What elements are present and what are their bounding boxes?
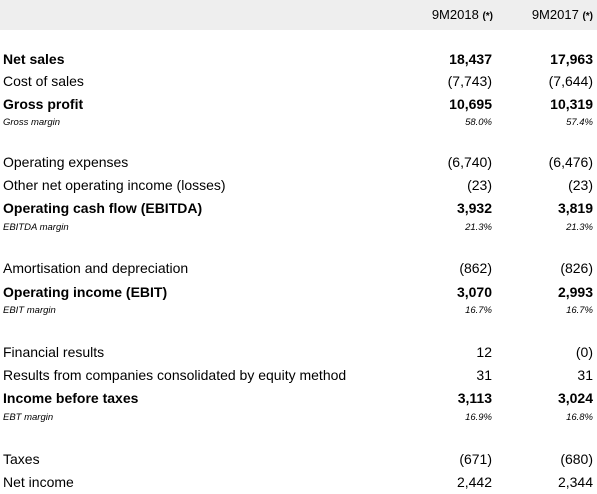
value-9m2017: 57.4%	[566, 117, 593, 128]
column-header-label: 9M2017	[531, 7, 579, 22]
row-label: Net income	[3, 474, 74, 490]
value-9m2018: 10,695	[449, 96, 492, 112]
value-9m2017: (0)	[575, 344, 593, 360]
value-9m2017: 21.3%	[566, 222, 593, 233]
row-taxes: Taxes (671) (680)	[0, 449, 597, 471]
row-ebitda-margin: EBITDA margin 21.3% 21.3%	[0, 221, 597, 237]
row-net-income: Net income 2,442 2,344	[0, 472, 597, 494]
value-9m2017: (7,644)	[548, 73, 593, 89]
row-label: Financial results	[3, 344, 105, 360]
row-label: Taxes	[3, 451, 40, 467]
row-ebt-margin: EBT margin 16.9% 16.8%	[0, 411, 597, 427]
value-9m2017: 10,319	[550, 96, 593, 112]
row-label: Operating expenses	[3, 154, 129, 170]
row-label: Gross profit	[3, 96, 84, 112]
row-net-sales: Net sales 18,437 17,963	[0, 49, 597, 71]
row-label: Operating cash flow (EBITDA)	[3, 200, 203, 216]
column-header-label: 9M2018	[431, 7, 479, 22]
value-9m2018: 3,113	[457, 390, 492, 406]
value-9m2018: 21.3%	[465, 222, 492, 233]
value-9m2017: 2,993	[557, 284, 593, 300]
table-header: 9M2018 (*) 9M2017 (*)	[0, 0, 597, 30]
row-label: EBITDA margin	[3, 222, 69, 233]
value-9m2018: 12	[476, 344, 492, 360]
value-9m2017: 31	[577, 367, 593, 383]
value-9m2017: 16.8%	[566, 412, 593, 423]
value-9m2017: 3,024	[557, 390, 593, 406]
value-9m2017: (23)	[568, 177, 593, 193]
row-other-operating-income: Other net operating income (losses) (23)…	[0, 175, 597, 197]
value-9m2017: (6,476)	[548, 154, 593, 170]
footnote-marker: (*)	[482, 11, 493, 22]
row-gross-profit: Gross profit 10,695 10,319	[0, 94, 597, 116]
row-gross-margin: Gross margin 58.0% 57.4%	[0, 116, 597, 132]
row-ebit-margin: EBIT margin 16.7% 16.7%	[0, 304, 597, 320]
row-label: EBIT margin	[3, 305, 56, 316]
row-label: EBT margin	[3, 412, 54, 423]
value-9m2018: 2,442	[456, 474, 492, 490]
column-header-9m2017: 9M2017 (*)	[532, 7, 593, 22]
row-financial-results: Financial results 12 (0)	[0, 342, 597, 364]
value-9m2018: (7,743)	[447, 73, 492, 89]
row-label: Cost of sales	[3, 73, 84, 89]
column-header-9m2018: 9M2018 (*)	[432, 7, 493, 22]
row-label: Other net operating income (losses)	[3, 177, 226, 193]
value-9m2018: 16.7%	[465, 305, 492, 316]
value-9m2018: 58.0%	[465, 117, 492, 128]
value-9m2018: (6,740)	[447, 154, 492, 170]
row-label: Operating income (EBIT)	[3, 284, 168, 300]
value-9m2017: 16.7%	[566, 305, 593, 316]
row-label: Results from companies consolidated by e…	[3, 367, 347, 383]
value-9m2018: (671)	[459, 451, 492, 467]
value-9m2018: (23)	[467, 177, 492, 193]
value-9m2018: 3,070	[456, 284, 492, 300]
row-label: Income before taxes	[3, 390, 139, 406]
value-9m2018: 16.9%	[465, 412, 492, 423]
row-cost-of-sales: Cost of sales (7,743) (7,644)	[0, 71, 597, 93]
value-9m2017: 3,819	[557, 200, 593, 216]
value-9m2017: (680)	[560, 451, 593, 467]
row-ebit: Operating income (EBIT) 3,070 2,993	[0, 282, 597, 304]
value-9m2017: 2,344	[557, 474, 593, 490]
value-9m2018: 3,932	[456, 200, 492, 216]
row-ebitda: Operating cash flow (EBITDA) 3,932 3,819	[0, 198, 597, 220]
row-income-before-taxes: Income before taxes 3,113 3,024	[0, 388, 597, 410]
value-9m2017: (826)	[560, 260, 593, 276]
row-label: Net sales	[3, 51, 65, 67]
row-label: Gross margin	[3, 117, 61, 128]
value-9m2018: (862)	[459, 260, 492, 276]
value-9m2017: 17,963	[550, 51, 593, 67]
row-amortisation: Amortisation and depreciation (862) (826…	[0, 258, 597, 280]
value-9m2018: 18,437	[449, 51, 492, 67]
value-9m2018: 31	[476, 367, 492, 383]
footnote-marker: (*)	[582, 11, 593, 22]
row-operating-expenses: Operating expenses (6,740) (6,476)	[0, 152, 597, 174]
row-label: Amortisation and depreciation	[3, 260, 189, 276]
row-equity-method: Results from companies consolidated by e…	[0, 365, 597, 387]
